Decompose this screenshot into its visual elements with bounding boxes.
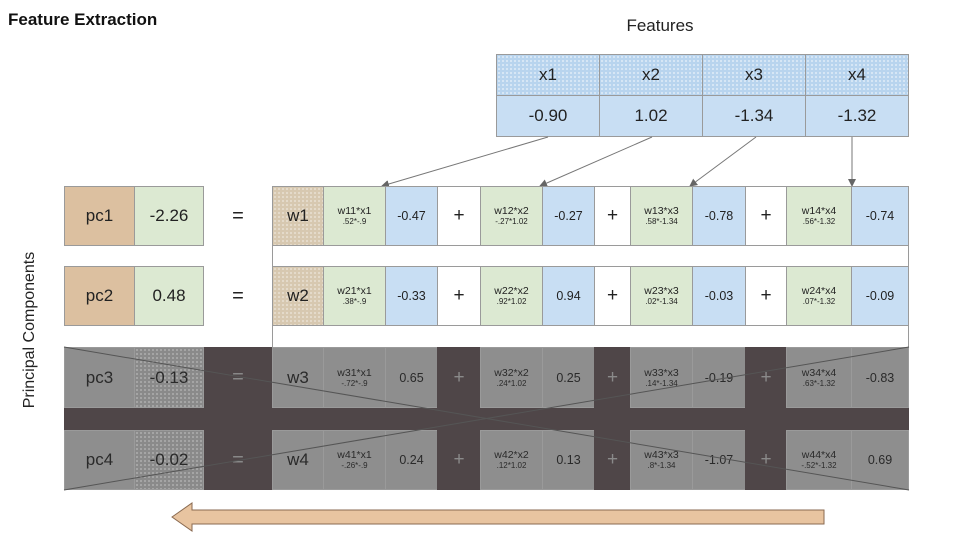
feature-value-x3: -1.34	[702, 95, 806, 137]
term-w41: w41*x1 -.26*-.9	[323, 430, 386, 490]
term-calc: -.72*-.9	[341, 378, 368, 388]
plus-sign: +	[594, 186, 631, 246]
pc3-equals: =	[232, 366, 244, 388]
pc1-equals: =	[232, 204, 244, 227]
term-w34: w34*x4.63*-1.32	[786, 347, 852, 408]
product-w34: -0.83	[851, 347, 909, 408]
term-label: w14*x4	[801, 205, 837, 218]
term-calc: .07*-1.32	[802, 297, 836, 307]
plus-sign: +	[745, 347, 787, 408]
term-calc: .38*-.9	[342, 297, 367, 307]
term-calc: .63*-1.32	[802, 378, 836, 388]
feature-value-x2: 1.02	[599, 95, 703, 137]
left-arrow	[171, 502, 825, 532]
term-calc: -.26*-.9	[341, 461, 368, 471]
term-label: w43*x3	[644, 449, 679, 462]
product-w33: -0.19	[692, 347, 746, 408]
product-w43: -1.07	[692, 430, 746, 490]
w2-name: w2	[272, 266, 324, 326]
term-w42: w42*x2.12*1.02	[480, 430, 543, 490]
pc3-value: -0.13	[134, 347, 204, 408]
arrow-x3-to-w13	[689, 136, 757, 187]
product-w32: 0.25	[542, 347, 595, 408]
arrow-x1-to-w11	[381, 136, 549, 188]
term-calc: -.27*1.02	[495, 217, 528, 227]
term-label: w41*x1	[337, 449, 372, 462]
term-calc: .58*-1.34	[645, 217, 678, 227]
arrow-x2-to-w12	[539, 136, 653, 187]
feature-value-x1: -0.90	[496, 95, 600, 137]
product-w42: 0.13	[542, 430, 595, 490]
term-label: w33*x3	[644, 366, 679, 379]
term-calc: .12*1.02	[496, 461, 527, 471]
feature-header-x2: x2	[599, 54, 703, 96]
term-w32: w32*x2.24*1.02	[480, 347, 543, 408]
term-calc: .24*1.02	[496, 378, 527, 388]
plus-sign: +	[745, 266, 787, 326]
cross-out-line	[63, 346, 910, 491]
term-w13: w13*x3.58*-1.34	[630, 186, 693, 246]
product-w24: -0.09	[851, 266, 909, 326]
features-heading: Features	[626, 16, 694, 35]
term-w24: w24*x4.07*-1.32	[786, 266, 852, 326]
term-label: w11*x1	[337, 205, 372, 218]
term-calc: .56*-1.32	[802, 217, 836, 227]
w4-name: w4	[272, 430, 324, 490]
term-label: w22*x2	[494, 285, 529, 298]
term-calc: .52*-.9	[342, 217, 367, 227]
pc4-value: -0.02	[134, 430, 204, 490]
term-label: w12*x2	[494, 205, 529, 218]
term-calc: .02*-1.34	[645, 297, 678, 307]
term-w22: w22*x2.92*1.02	[480, 266, 543, 326]
product-w11: -0.47	[385, 186, 438, 246]
w1-name: w1	[272, 186, 324, 246]
feature-value-x4: -1.32	[805, 95, 909, 137]
term-label: w24*x4	[801, 285, 837, 298]
term-label: w42*x2	[494, 449, 529, 462]
product-w44: 0.69	[851, 430, 909, 490]
plus-sign: +	[594, 347, 631, 408]
product-w41: 0.24	[385, 430, 438, 490]
product-w14: -0.74	[851, 186, 909, 246]
term-w43: w43*x3.8*-1.34	[630, 430, 693, 490]
plus-sign: +	[437, 430, 481, 490]
feature-header-x4: x4	[805, 54, 909, 96]
plus-sign: +	[594, 266, 631, 326]
pc2-value: 0.48	[134, 266, 204, 326]
term-calc: .14*-1.34	[645, 378, 678, 388]
term-calc: .8*-1.34	[647, 461, 676, 471]
w3-name: w3	[272, 347, 324, 408]
feature-header-x3: x3	[702, 54, 806, 96]
pc1-name: pc1	[64, 186, 135, 246]
term-label: w44*x4	[801, 449, 837, 462]
term-w11: w11*x1.52*-.9	[323, 186, 386, 246]
page-title: Feature Extraction	[8, 10, 158, 29]
pc4-equals: =	[232, 448, 244, 471]
term-label: w21*x1	[337, 285, 372, 298]
product-w22: 0.94	[542, 266, 595, 326]
term-w44: w44*x4 -.52*-1.32	[786, 430, 852, 490]
term-label: w34*x4	[801, 366, 837, 379]
plus-sign: +	[437, 347, 481, 408]
term-label: w13*x3	[644, 205, 679, 218]
term-calc: -.52*-1.32	[801, 461, 837, 471]
term-label: w32*x2	[494, 366, 529, 379]
term-label: w23*x3	[644, 285, 679, 298]
pc2-equals: =	[232, 284, 244, 307]
term-calc: .92*1.02	[496, 297, 527, 307]
pc1-value: -2.26	[134, 186, 204, 246]
term-label: w31*x1	[337, 366, 372, 379]
disabled-equals-column	[204, 347, 272, 490]
